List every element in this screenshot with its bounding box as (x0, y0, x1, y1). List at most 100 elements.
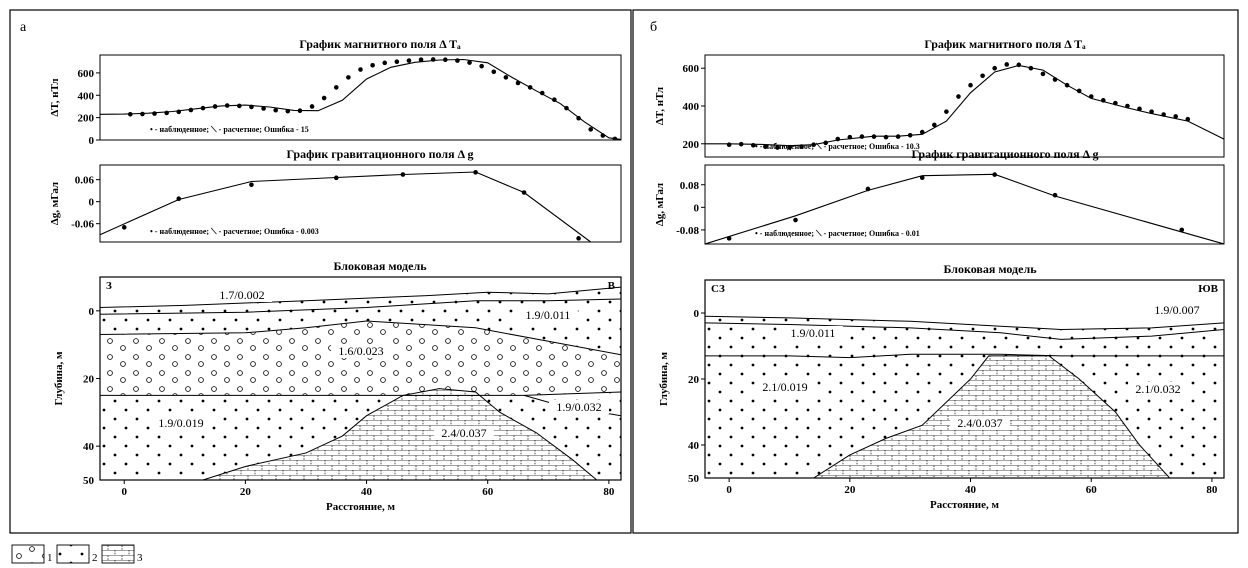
block-model-0-ytick-label: 0 (89, 306, 95, 318)
block-model-0-boundary-1 (100, 298, 621, 315)
magnetic-plot-0-observed-point (188, 107, 194, 113)
gravity-plot-1-observed-point (919, 175, 925, 180)
magnetic-plot-0-observed-point (176, 109, 182, 115)
magnetic-plot-1-observed-point (1016, 62, 1022, 68)
block-model-1-block-label-bg (1128, 382, 1188, 396)
magnetic-plot-1-observed-point (775, 145, 780, 150)
magnetic-plot-1-observed-point (1161, 112, 1166, 117)
magnetic-plot-0-observed-point (467, 60, 472, 65)
magnetic-plot-0-legend: • - наблюденное; ⟍ - расчетное; Ошибка -… (150, 125, 309, 134)
block-model-1-ytick-label: 0 (694, 308, 700, 320)
block-model-0-xlabel: Расстояние, м (326, 501, 396, 513)
block-model-1-boundary-1 (705, 322, 1224, 340)
magnetic-plot-0-observed-point (212, 104, 218, 109)
block-model-1-title: Блоковая модель (943, 262, 1037, 276)
block-model-0-dense-body (202, 388, 598, 480)
magnetic-plot-0-observed-point (333, 85, 339, 90)
magnetic-plot-0-observed-point (152, 111, 157, 116)
gravity-plot-1-frame (704, 164, 1225, 245)
magnetic-plot-1-observed-point (1064, 82, 1070, 88)
magnetic-plot-1-observed-point (1101, 98, 1106, 103)
magnetic-plot-0-ytick-label: 400 (78, 90, 95, 102)
magnetic-plot-0-observed-point (321, 95, 327, 101)
block-model-1-block-label-bg (755, 380, 815, 394)
legend-key-label-3: 3 (137, 552, 143, 564)
gravity-plot-0-observed-point (400, 172, 406, 177)
magnetic-plot-1-observed-point (823, 140, 828, 146)
magnetic-plot-0-observed-point (443, 57, 448, 62)
block-model-1-boundary-0 (705, 315, 1224, 331)
block-model-0-sand-layer (100, 320, 621, 396)
block-model-0-ytick-label-bottom: 50 (83, 475, 95, 487)
panel-frame-a (9, 9, 632, 534)
block-model-0-block-label: 1.9/0.019 (158, 416, 203, 430)
block-model-0-block-label-bg (212, 288, 272, 302)
magnetic-plot-0-observed-point (140, 111, 145, 117)
gravity-plot-0-calculated-line (100, 171, 592, 242)
magnetic-plot-0-observed-point (588, 127, 594, 132)
block-model-1-xlabel: Расстояние, м (930, 499, 1000, 511)
magnetic-plot-0-observed-point (200, 105, 206, 111)
block-model-1-block-label-bg (783, 326, 843, 340)
magnetic-plot-1-observed-point (1076, 88, 1082, 94)
block-model-1-boundary-2 (705, 353, 1224, 359)
block-model-0-ytick-label: 20 (83, 374, 95, 386)
magnetic-plot-0-observed-point (382, 60, 388, 66)
magnetic-plot-1-observed-point (847, 134, 853, 140)
block-model-1-block-label-bg (1147, 303, 1207, 317)
gravity-plot-0-ytick-label: -0.06 (71, 219, 94, 231)
magnetic-plot-0-ytick-label: 600 (78, 68, 95, 80)
block-model-1-ytick-label: 20 (688, 374, 700, 386)
magnetic-plot-1-ytick-label: 200 (683, 139, 700, 151)
magnetic-plot-1-observed-point (956, 94, 961, 99)
magnetic-plot-0-observed-point (564, 105, 569, 111)
gravity-plot-0-observed-point (473, 170, 478, 175)
magnetic-plot-0-observed-point (346, 75, 351, 80)
magnetic-plot-0-observed-point (273, 107, 278, 113)
block-model-1-block-label: 1.9/0.011 (791, 326, 836, 340)
magnetic-plot-1-observed-point (1028, 65, 1034, 71)
magnetic-plot-1-legend: • - наблюденное; ⟍ - расчетное; Ошибка -… (755, 142, 920, 151)
magnetic-plot-0-frame (99, 54, 622, 141)
magnetic-plot-0-observed-point (406, 58, 412, 63)
magnetic-plot-1-observed-point (883, 134, 889, 140)
block-model-0-ytick-label: 40 (83, 441, 95, 453)
magnetic-plot-1-observed-point (859, 134, 865, 139)
gravity-plot-0-ylabel: Δg, мГал (49, 182, 61, 225)
magnetic-plot-1-observed-point (1125, 103, 1130, 109)
magnetic-plot-0-title: График магнитного поля Δ Tₐ (299, 37, 461, 51)
magnetic-plot-1-calculated-line (705, 64, 1224, 147)
gravity-plot-0-legend: • - наблюденное; ⟍ - расчетное; Ошибка -… (150, 227, 319, 236)
block-model-0-boundary-3 (100, 391, 621, 396)
gravity-plot-0-observed-point (121, 225, 127, 230)
block-model-0-block-label-bg (434, 426, 494, 440)
block-model-0-block-label-bg (549, 400, 609, 414)
magnetic-plot-1-observed-point (895, 134, 901, 139)
magnetic-plot-0-observed-point (127, 111, 133, 117)
magnetic-plot-0-observed-point (370, 62, 375, 68)
magnetic-plot-1-observed-point (1040, 71, 1046, 77)
magnetic-plot-1-observed-point (787, 145, 792, 150)
legend-key-swatch-2 (56, 544, 90, 564)
magnetic-plot-1-observed-point (1185, 116, 1191, 122)
block-model-0-corner-left: З (106, 280, 112, 292)
gravity-plot-1-observed-point (992, 172, 997, 177)
magnetic-plot-1-observed-point (992, 65, 997, 71)
block-model-1-ylabel: Глубина, м (658, 352, 670, 406)
magnetic-plot-1-observed-point (763, 144, 768, 149)
magnetic-plot-0-observed-point (455, 58, 460, 63)
block-model-1-block-label: 2.4/0.037 (957, 416, 1002, 430)
block-model-1-ytick-label: 40 (688, 440, 700, 452)
magnetic-plot-0-ytick-label: 200 (78, 113, 95, 125)
block-model-1-air (705, 280, 1224, 330)
magnetic-plot-1-observed-point (799, 144, 804, 149)
gravity-plot-1-observed-point (726, 236, 732, 241)
block-model-0-title: Блоковая модель (333, 259, 427, 273)
block-model-0-xtick-label: 40 (361, 486, 373, 498)
magnetic-plot-1-observed-point (907, 132, 913, 138)
gravity-plot-1-observed-point (1052, 192, 1058, 198)
magnetic-plot-0-observed-point (515, 80, 521, 86)
gravity-plot-1-ytick-label: 0 (694, 202, 700, 214)
